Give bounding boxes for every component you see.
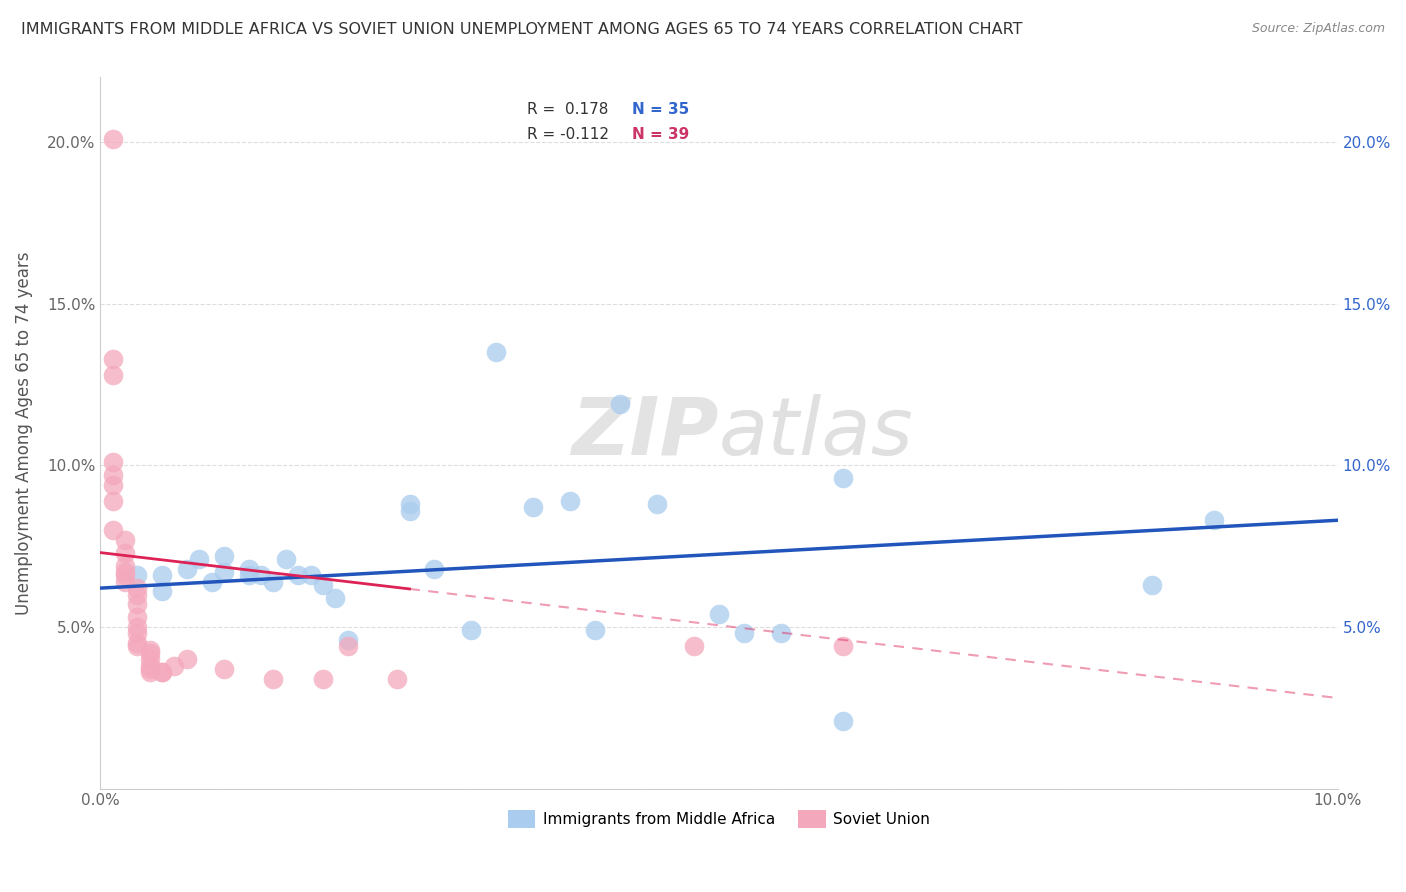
Point [287, 568, 309, 582]
Point [127, 581, 149, 595]
Point [114, 558, 136, 573]
Point [645, 497, 668, 511]
Point [127, 610, 149, 624]
Point [127, 588, 149, 602]
Point [138, 652, 160, 666]
Point [127, 636, 149, 650]
Point [101, 494, 124, 508]
Point [609, 397, 631, 411]
Point [522, 500, 544, 515]
Point [312, 672, 335, 686]
Point [114, 565, 136, 579]
Point [101, 455, 124, 469]
Point [398, 503, 420, 517]
Point [707, 607, 730, 621]
Point [127, 640, 149, 654]
Point [831, 471, 853, 485]
Point [385, 672, 408, 686]
Point [336, 632, 359, 647]
Point [150, 665, 173, 680]
Text: R = -0.112: R = -0.112 [527, 128, 609, 142]
Text: ZIP: ZIP [572, 394, 718, 472]
Point [1202, 513, 1225, 527]
Point [101, 477, 124, 491]
Point [127, 626, 149, 640]
Point [101, 132, 124, 146]
Point [398, 497, 420, 511]
Point [831, 714, 853, 728]
Point [336, 640, 359, 654]
Legend: Immigrants from Middle Africa, Soviet Union: Immigrants from Middle Africa, Soviet Un… [502, 805, 936, 834]
Point [114, 574, 136, 589]
Point [323, 591, 346, 605]
Point [138, 658, 160, 673]
Point [299, 568, 322, 582]
Point [127, 620, 149, 634]
Point [460, 623, 482, 637]
Point [150, 568, 173, 582]
Text: atlas: atlas [718, 394, 914, 472]
Point [138, 646, 160, 660]
Point [127, 597, 149, 611]
Point [212, 662, 235, 676]
Point [583, 623, 606, 637]
Point [262, 672, 284, 686]
Point [212, 549, 235, 563]
Point [163, 658, 186, 673]
Point [188, 552, 211, 566]
Y-axis label: Unemployment Among Ages 65 to 74 years: Unemployment Among Ages 65 to 74 years [15, 252, 32, 615]
Point [769, 626, 792, 640]
Point [176, 562, 198, 576]
Point [238, 562, 260, 576]
Point [114, 533, 136, 547]
Point [250, 568, 273, 582]
Point [101, 523, 124, 537]
Text: N = 35: N = 35 [633, 103, 689, 118]
Point [138, 642, 160, 657]
Point [114, 568, 136, 582]
Point [138, 665, 160, 680]
Text: Source: ZipAtlas.com: Source: ZipAtlas.com [1251, 22, 1385, 36]
Point [831, 640, 853, 654]
Point [1140, 578, 1163, 592]
Point [114, 545, 136, 559]
Text: N = 39: N = 39 [633, 128, 689, 142]
Point [212, 565, 235, 579]
Point [150, 584, 173, 599]
Point [138, 662, 160, 676]
Point [485, 345, 508, 359]
Point [423, 562, 446, 576]
Point [200, 574, 222, 589]
Point [101, 368, 124, 382]
Point [127, 568, 149, 582]
Point [683, 640, 706, 654]
Point [262, 574, 284, 589]
Point [101, 468, 124, 483]
Text: R =  0.178: R = 0.178 [527, 103, 609, 118]
Text: IMMIGRANTS FROM MIDDLE AFRICA VS SOVIET UNION UNEMPLOYMENT AMONG AGES 65 TO 74 Y: IMMIGRANTS FROM MIDDLE AFRICA VS SOVIET … [21, 22, 1022, 37]
Point [176, 652, 198, 666]
Point [238, 568, 260, 582]
Point [312, 578, 335, 592]
Point [274, 552, 297, 566]
Point [560, 494, 582, 508]
Point [101, 351, 124, 366]
Point [150, 665, 173, 680]
Point [733, 626, 755, 640]
